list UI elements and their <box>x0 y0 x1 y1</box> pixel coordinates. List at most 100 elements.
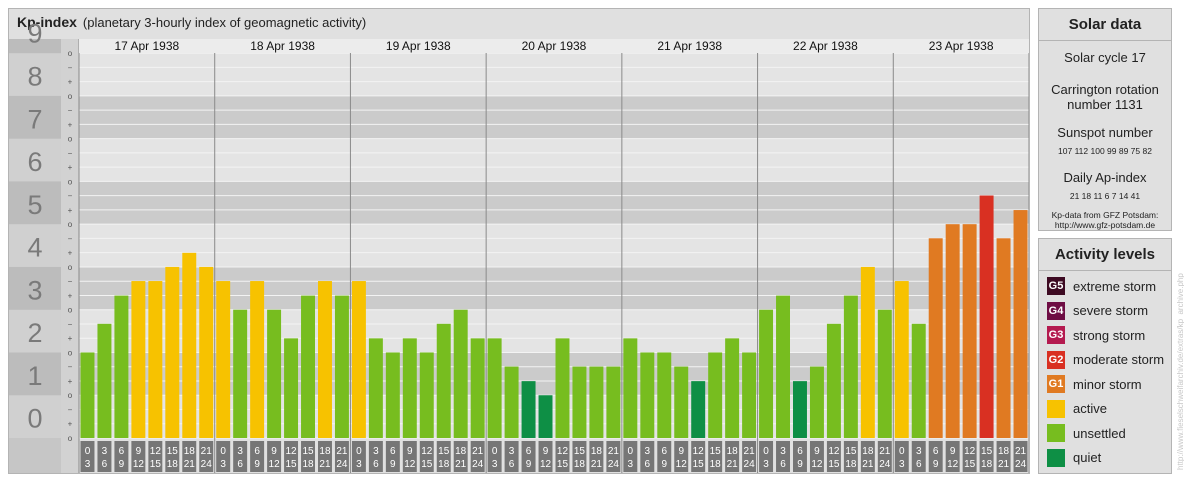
legend-swatch: G2 <box>1047 350 1065 369</box>
interval-end-label: 12 <box>676 459 688 470</box>
thirds-label: − <box>68 234 73 243</box>
ap-index-values: 21 18 11 6 7 14 41 <box>1069 191 1141 201</box>
interval-slot <box>114 441 129 472</box>
interval-start-label: 21 <box>201 446 213 457</box>
kp-band <box>79 95 1029 139</box>
interval-slot <box>911 441 926 472</box>
thirds-label: + <box>68 249 73 258</box>
kp-axis-band <box>9 95 61 139</box>
interval-end-label: 18 <box>845 459 857 470</box>
day-label: 23 Apr 1938 <box>929 39 994 53</box>
kp-bar <box>725 338 740 438</box>
kp-bar <box>368 338 383 438</box>
kp-band <box>79 138 1029 182</box>
day-label: 17 Apr 1938 <box>114 39 179 53</box>
y-tick-label: 5 <box>27 190 42 220</box>
kp-bar <box>793 381 807 438</box>
legend-swatch: G4 <box>1047 301 1065 320</box>
interval-end-label: 21 <box>591 459 603 470</box>
interval-end-label: 24 <box>744 459 756 470</box>
thirds-label: − <box>68 192 73 201</box>
thirds-label: − <box>68 363 73 372</box>
solar-cycle: Solar cycle 17 <box>1064 50 1146 65</box>
interval-slot <box>351 441 366 472</box>
kp-bar <box>216 281 231 438</box>
interval-slot <box>776 441 790 472</box>
interval-end-label: 15 <box>964 459 976 470</box>
interval-slot <box>334 441 349 472</box>
interval-end-label: 15 <box>557 459 569 470</box>
kp-bar <box>318 281 332 438</box>
interval-end-label: 24 <box>1015 459 1027 470</box>
kp-bar <box>334 295 349 438</box>
kp-bar <box>640 352 655 438</box>
thirds-label: + <box>68 420 73 429</box>
source-line-2: http://www.gfz-potsdam.de <box>1054 220 1156 230</box>
interval-slot <box>165 441 180 472</box>
interval-slot <box>182 441 197 472</box>
interval-start-label: 9 <box>543 446 549 457</box>
day-label: 22 Apr 1938 <box>793 39 858 53</box>
interval-slot <box>996 441 1011 472</box>
kp-axis-band <box>9 224 61 267</box>
interval-end-label: 3 <box>356 459 362 470</box>
kp-axis-band <box>9 309 61 353</box>
kp-bar <box>436 323 451 438</box>
kp-bar <box>97 323 112 438</box>
y-tick-label: 4 <box>27 233 42 263</box>
interval-end-label: 3 <box>628 459 634 470</box>
interval-slot <box>470 441 485 472</box>
interval-start-label: 9 <box>678 446 684 457</box>
kp-bar <box>606 366 621 438</box>
interval-end-label: 3 <box>220 459 226 470</box>
kp-bar <box>877 309 892 438</box>
interval-start-label: 3 <box>509 446 515 457</box>
interval-start-label: 6 <box>119 446 125 457</box>
source-line-1: Kp-data from GFZ Potsdam: <box>1051 210 1159 220</box>
interval-end-label: 6 <box>645 459 651 470</box>
interval-slot <box>606 441 621 472</box>
interval-start-label: 12 <box>693 446 705 457</box>
activity-levels-title: Activity levels <box>1039 239 1171 271</box>
kp-bar <box>385 352 400 438</box>
thirds-label: − <box>68 405 73 414</box>
interval-start-label: 15 <box>574 446 586 457</box>
kp-bar <box>843 295 858 438</box>
legend-label: extreme storm <box>1073 278 1157 294</box>
interval-start-label: 3 <box>916 446 922 457</box>
kp-bar <box>589 366 604 438</box>
interval-slot <box>640 441 655 472</box>
interval-slot <box>843 441 858 472</box>
thirds-label: o <box>68 263 73 272</box>
kp-bar <box>165 266 180 438</box>
legend-swatch: G5 <box>1047 277 1065 296</box>
kp-bar <box>928 238 943 438</box>
thirds-label: o <box>68 135 73 144</box>
legend-label: severe storm <box>1073 303 1149 319</box>
kp-bar <box>962 224 977 438</box>
interval-start-label: 15 <box>710 446 722 457</box>
legend-swatch <box>1047 399 1065 418</box>
legend-label: quiet <box>1073 450 1102 466</box>
interval-end-label: 6 <box>916 459 922 470</box>
interval-end-label: 21 <box>319 459 331 470</box>
interval-start-label: 0 <box>628 446 634 457</box>
interval-end-label: 18 <box>438 459 450 470</box>
kp-bar <box>504 366 519 438</box>
interval-slot <box>148 441 163 472</box>
thirds-label: + <box>68 120 73 129</box>
interval-slot <box>318 441 332 472</box>
interval-start-label: 9 <box>407 446 413 457</box>
y-tick-label: 1 <box>27 361 42 391</box>
legend-swatch: G3 <box>1047 326 1065 345</box>
interval-end-label: 12 <box>540 459 552 470</box>
kp-bar <box>148 281 163 438</box>
kp-band <box>79 224 1029 267</box>
interval-slot <box>555 441 570 472</box>
interval-start-label: 12 <box>557 446 569 457</box>
thirds-label: + <box>68 78 73 87</box>
interval-slot <box>945 441 960 472</box>
y-tick-label: 9 <box>27 19 42 49</box>
day-label: 20 Apr 1938 <box>522 39 587 53</box>
legend-item: quiet <box>1039 446 1171 471</box>
